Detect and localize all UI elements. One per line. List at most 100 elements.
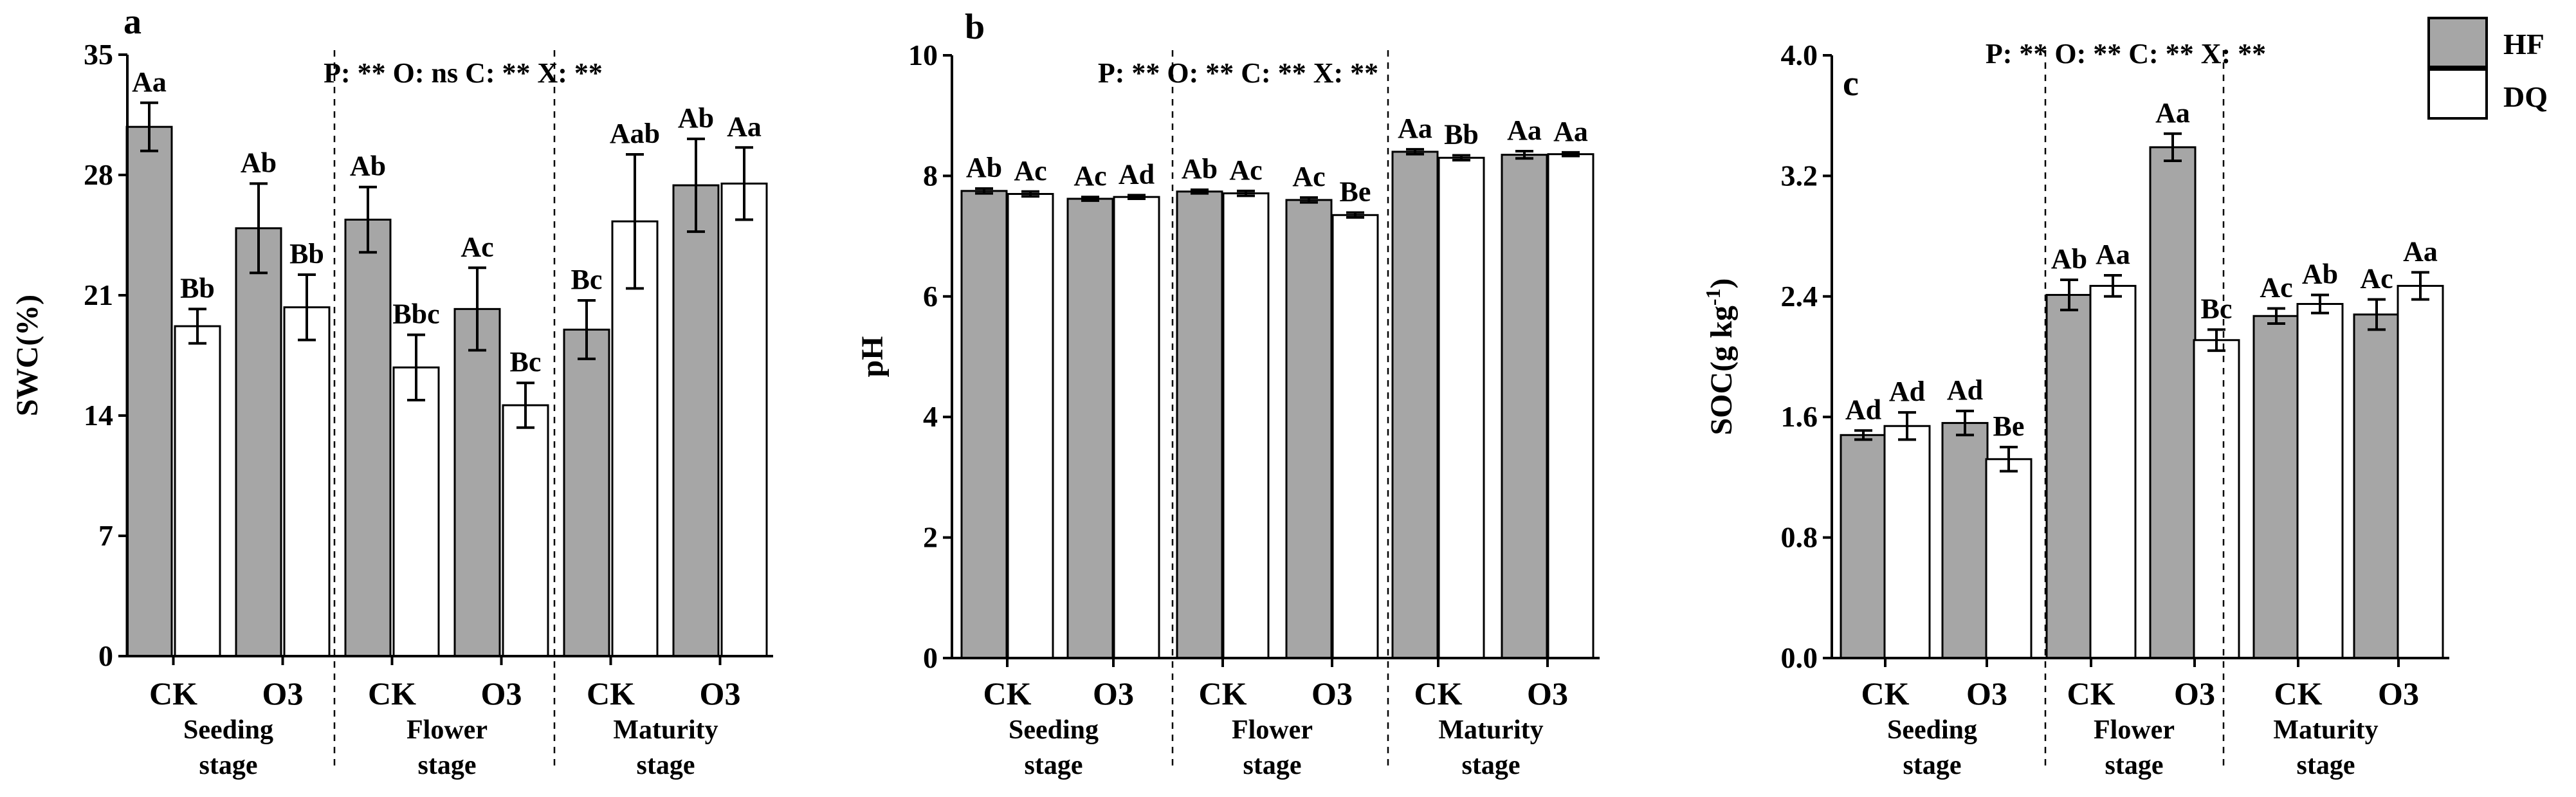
y-tick-label: 28: [84, 158, 113, 191]
bar-hf-2: [344, 218, 392, 657]
error-bar-hf-5: [687, 137, 705, 234]
y-axis-label: pH: [855, 336, 890, 377]
significance-label-dq-0: Ad: [1889, 376, 1925, 407]
bar-dq-2: [2089, 284, 2137, 659]
bar-dq-1: [283, 306, 331, 657]
error-bar-dq-1: [298, 273, 316, 342]
significance-label-hf-0: Ab: [966, 152, 1002, 183]
x-tick-label: CK: [587, 675, 635, 711]
bar-dq-0: [1883, 425, 1931, 659]
error-bar-dq-0: [1021, 190, 1039, 198]
stats-annotation: P: ** O: ns C: ** X: **: [324, 57, 603, 89]
bar-hf-5: [1501, 154, 1548, 659]
stage-label: Maturity: [1438, 715, 1543, 745]
bar-hf-0: [125, 125, 173, 657]
error-bar-hf-3: [2164, 132, 2182, 162]
stage-label: Seeding: [1009, 715, 1099, 745]
significance-label-hf-2: Ab: [2051, 243, 2087, 275]
bar-dq-0: [1007, 193, 1054, 659]
stage-label: Flower: [1232, 715, 1313, 745]
significance-label-dq-2: Bbc: [392, 298, 439, 329]
stage-label: Seeding: [183, 715, 273, 745]
significance-label-hf-1: Ac: [1073, 160, 1106, 192]
panel-letter-c: c: [1843, 64, 1859, 104]
significance-label-dq-1: Be: [1993, 410, 2025, 442]
error-bar-dq-4: [626, 152, 644, 290]
error-bar-dq-3: [2207, 328, 2225, 353]
stage-label: stage: [1025, 751, 1083, 780]
significance-label-dq-4: Aab: [610, 118, 660, 149]
significance-label-dq-3: Be: [1340, 176, 1371, 208]
chart-soc: Ad Ad Ad Be Ab Aa Aa Bc Ac Ab Ac Aa 0.0 0.8 1.6 2.4 3.2 4…: [1701, 38, 2449, 780]
bar-dq-5: [720, 182, 768, 657]
x-tick-label: O3: [1093, 675, 1134, 711]
bar-hf-1: [1941, 422, 1989, 659]
significance-label-dq-4: Bb: [1444, 119, 1479, 151]
stats-annotation: P: ** O: ** C: ** X: **: [1986, 38, 2266, 69]
chart-ph: Ab Ac Ac Ad Ab Ac Ac Be Aa Bb Aa Aa 0 2 4 6 8 10 CK O3 CK O3 C…: [855, 39, 1600, 780]
bar-dq-1: [1985, 458, 2032, 659]
error-bar-dq-2: [2104, 274, 2122, 298]
stage-label: stage: [2297, 751, 2355, 780]
error-bar-dq-4: [1452, 154, 1470, 162]
y-axis-label: SOC(g kg-1): [1701, 278, 1739, 435]
y-tick-label: 0.8: [1781, 521, 1818, 554]
error-bar-hf-3: [468, 266, 486, 352]
bar-dq-1: [1113, 196, 1160, 659]
significance-label-hf-3: Aa: [2155, 97, 2190, 129]
significance-label-hf-0: Aa: [132, 66, 167, 98]
bar-hf-3: [2149, 146, 2197, 659]
stage-label: stage: [199, 751, 258, 780]
error-bar-dq-5: [1562, 151, 1580, 158]
error-bar-dq-3: [516, 381, 534, 429]
y-tick-label: 1.6: [1781, 400, 1818, 433]
error-bar-dq-1: [2000, 446, 2018, 473]
y-tick-label: 4: [923, 400, 938, 433]
chart-swc: Aa Bb Ab Bb Ab Bbc Ac Bc Bc Aab Ab Aa 0 7 14 21 28 35 CK O3…: [10, 38, 773, 780]
bar-dq-4: [2296, 303, 2344, 659]
x-tick-label: O3: [1311, 675, 1353, 711]
bar-hf-0: [960, 190, 1008, 659]
stage-label: stage: [1243, 751, 1302, 780]
x-tick-label: CK: [2274, 675, 2323, 711]
stats-annotation: P: ** O: ** C: ** X: **: [1098, 57, 1378, 89]
bar-hf-4: [1391, 151, 1439, 659]
x-tick-label: O3: [481, 675, 522, 711]
legend-swatch-dq: [2427, 68, 2488, 120]
bar-hf-0: [1840, 434, 1887, 659]
x-tick-label: O3: [1527, 675, 1568, 711]
x-tick-label: O3: [262, 675, 304, 711]
error-bar-hf-4: [578, 299, 596, 360]
legend-label-hf: HF: [2503, 28, 2544, 60]
significance-label-dq-1: Ad: [1119, 158, 1155, 190]
y-tick-label: 8: [923, 159, 938, 192]
panel-letter-a: a: [123, 2, 142, 42]
error-bar-dq-0: [188, 307, 206, 345]
error-bar-dq-2: [1237, 189, 1255, 197]
y-tick-label: 0: [98, 639, 113, 672]
x-tick-label: CK: [149, 675, 197, 711]
y-tick-label: 35: [84, 38, 113, 71]
bar-dq-3: [2193, 339, 2240, 659]
bar-hf-3: [453, 307, 501, 657]
legend-label-dq: DQ: [2503, 80, 2548, 113]
stage-label: stage: [1462, 751, 1521, 780]
bar-hf-1: [1066, 197, 1114, 659]
bar-hf-2: [1176, 190, 1223, 659]
legend: HF DQ: [2427, 17, 2548, 120]
stage-label: Flower: [2094, 715, 2175, 745]
error-bar-hf-0: [140, 101, 158, 152]
x-tick-label: O3: [2378, 675, 2419, 711]
error-bar-dq-0: [1898, 411, 1916, 441]
y-tick-label: 0.0: [1781, 641, 1818, 674]
significance-label-hf-5: Ac: [2360, 262, 2393, 294]
stage-label: stage: [418, 751, 477, 780]
error-bar-hf-4: [1406, 148, 1424, 156]
y-tick-label: 3.2: [1781, 159, 1818, 192]
bar-dq-2: [392, 366, 440, 657]
y-tick-label: 2: [923, 521, 938, 554]
error-bar-dq-1: [1128, 194, 1146, 201]
y-axis-label: SWC(%): [10, 295, 44, 416]
bar-hf-1: [235, 227, 282, 657]
